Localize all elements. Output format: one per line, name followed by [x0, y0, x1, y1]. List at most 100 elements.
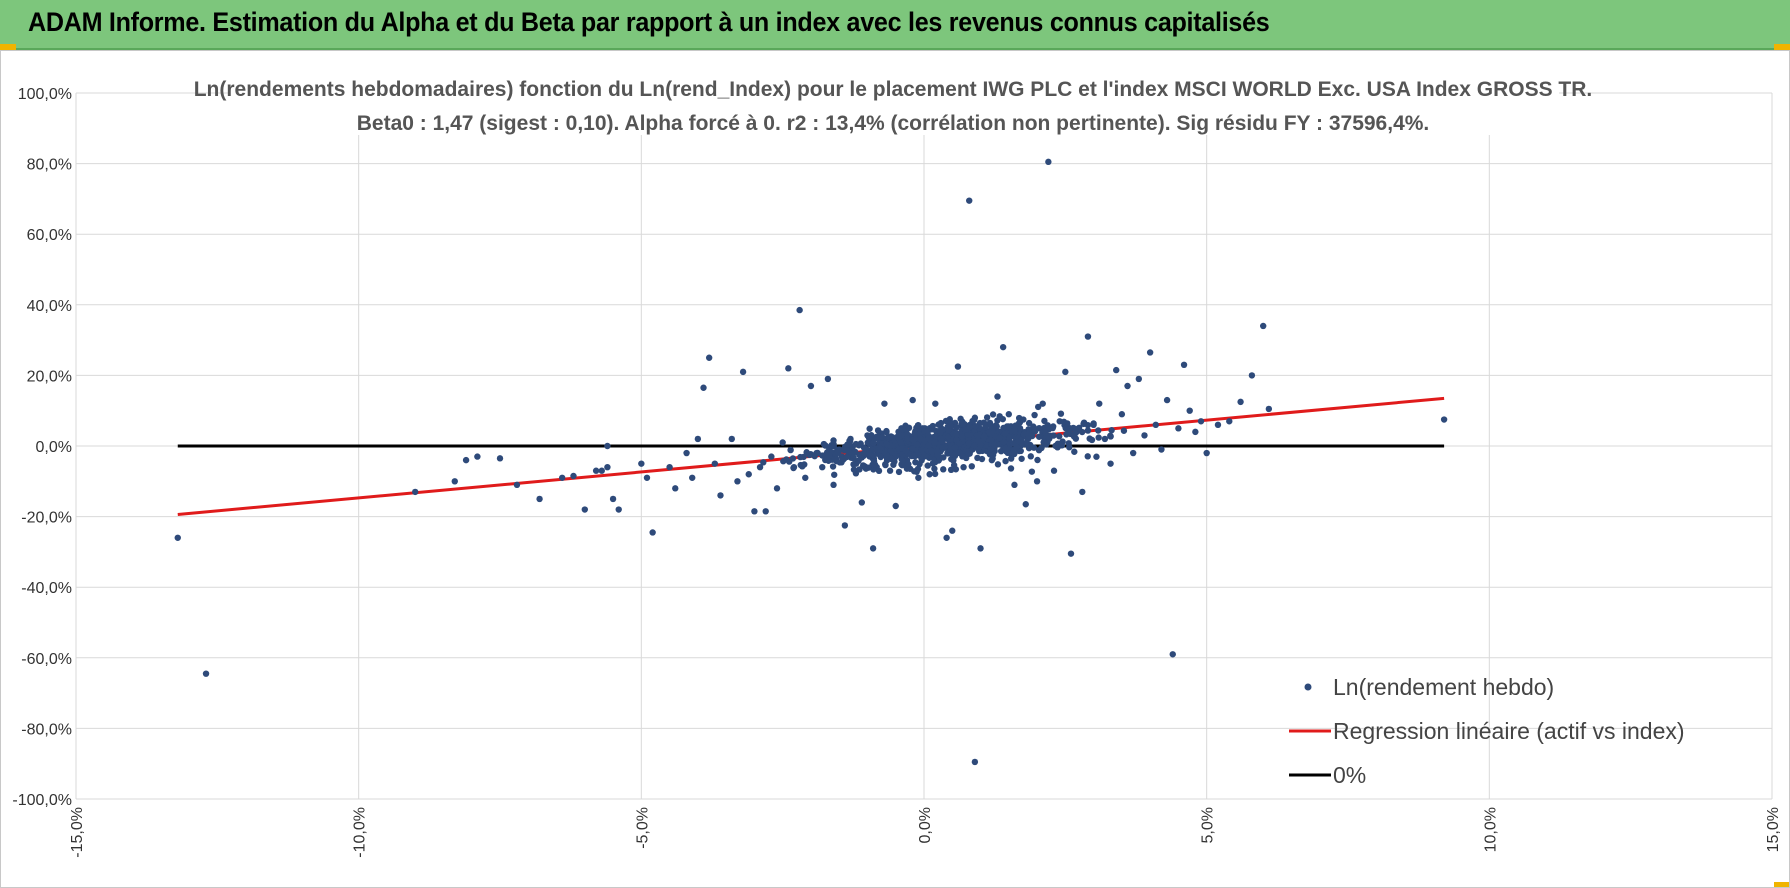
scatter-point: [1107, 433, 1114, 440]
scatter-point: [1175, 425, 1182, 432]
scatter-point: [786, 458, 793, 465]
scatter-point: [1071, 425, 1079, 433]
scatter-point: [604, 463, 611, 471]
y-tick-label: 0,0%: [36, 439, 72, 456]
chart-title: Ln(rendements hebdomadaires) fonction du…: [194, 78, 1593, 101]
scatter-point: [1043, 441, 1050, 448]
scatter-point: [570, 472, 577, 480]
scatter-point: [966, 197, 973, 204]
scatter-point: [694, 435, 702, 443]
scatter-point: [864, 439, 871, 446]
scatter-point: [1002, 446, 1009, 453]
scatter-point: [937, 429, 944, 436]
scatter-point: [971, 442, 978, 449]
scatter-point: [1197, 418, 1205, 425]
scatter-point: [1034, 403, 1042, 411]
scatter-point: [986, 419, 994, 427]
scatter-point: [1071, 448, 1078, 455]
scatter-point: [941, 443, 948, 450]
scatter-point: [1011, 481, 1018, 489]
scatter-point: [779, 439, 786, 446]
scatter-point: [1146, 349, 1154, 356]
header-banner: ADAM Informe. Estimation du Alpha et du …: [0, 0, 1790, 50]
scatter-point: [983, 414, 991, 421]
scatter-point: [462, 456, 470, 464]
scatter-point: [739, 368, 747, 376]
scatter-point: [773, 485, 781, 492]
scatter-point: [1118, 411, 1126, 418]
corner-marker-right: [1774, 44, 1790, 50]
scatter-point: [871, 461, 879, 468]
scatter-point: [558, 474, 566, 481]
scatter-point: [820, 440, 828, 448]
scatter-point: [877, 453, 884, 461]
scatter-point: [980, 433, 988, 441]
scatter-point: [834, 449, 842, 456]
scatter-point: [1120, 427, 1128, 434]
scatter-point: [711, 460, 719, 467]
scatter-point: [1028, 468, 1036, 475]
scatter-point: [897, 439, 904, 446]
y-tick-label: 80,0%: [27, 157, 72, 174]
scatter-point: [717, 492, 724, 499]
scatter-point: [940, 466, 947, 473]
scatter-point: [1005, 411, 1012, 418]
scatter-point: [1038, 444, 1045, 452]
scatter-point: [1007, 455, 1015, 462]
legend-item: Regression linéaire (actif vs index): [1289, 718, 1685, 744]
scatter-point: [1005, 423, 1013, 431]
scatter-point: [977, 545, 984, 552]
scatter-point: [1071, 430, 1079, 437]
scatter-point: [999, 343, 1007, 351]
scatter-point: [916, 460, 923, 468]
scatter-point: [745, 471, 752, 478]
scatter-point: [856, 466, 863, 473]
scatter-point: [915, 422, 922, 429]
scatter-point: [996, 434, 1003, 442]
scatter-point: [1129, 449, 1137, 457]
scatter-point: [1045, 158, 1052, 166]
scatter-point: [965, 440, 972, 447]
scatter-point: [992, 422, 1000, 429]
scatter-point: [1031, 411, 1038, 419]
legend-label: Ln(rendement hebdo): [1333, 674, 1554, 700]
scatter-point: [949, 527, 956, 534]
scatter-point: [945, 426, 952, 434]
legend-item: Ln(rendement hebdo): [1304, 674, 1554, 700]
scatter-point: [1084, 453, 1091, 460]
scatter-point: [968, 463, 975, 470]
scatter-point: [956, 440, 963, 447]
scatter-point: [1095, 427, 1102, 434]
scatter-point: [892, 502, 899, 510]
x-tick-label: 10,0%: [1482, 807, 1499, 852]
scatter-point: [830, 481, 837, 489]
scatter-point: [965, 450, 972, 458]
scatter-chart: Ln(rendements hebdomadaires) fonction du…: [12, 69, 1782, 858]
scatter-point: [1107, 460, 1114, 467]
scatter-point: [1044, 422, 1051, 429]
scatter-point: [1067, 550, 1075, 557]
scatter-point: [1093, 453, 1100, 460]
scatter-point: [785, 365, 792, 372]
scatter-point: [1052, 442, 1059, 450]
scatter-point: [978, 455, 986, 463]
scatter-point: [838, 459, 845, 466]
scatter-point: [952, 466, 960, 473]
scatter-point: [1000, 438, 1008, 446]
scatter-point: [796, 306, 803, 314]
legend-item: 0%: [1289, 762, 1366, 788]
scatter-point: [1045, 433, 1052, 440]
scatter-point: [751, 508, 758, 515]
scatter-point: [728, 435, 735, 443]
scatter-point: [1000, 424, 1007, 432]
scatter-point: [1057, 410, 1065, 417]
scatter-point: [1086, 435, 1093, 442]
scatter-point: [899, 425, 906, 433]
scatter-point: [1096, 400, 1103, 407]
scatter-point: [1002, 457, 1009, 465]
scatter-point: [615, 506, 622, 513]
corner-marker-bottom-right: [1774, 882, 1790, 888]
scatter-point: [1084, 333, 1092, 340]
x-tick-label: 15,0%: [1765, 807, 1782, 852]
y-tick-label: 40,0%: [27, 298, 72, 315]
